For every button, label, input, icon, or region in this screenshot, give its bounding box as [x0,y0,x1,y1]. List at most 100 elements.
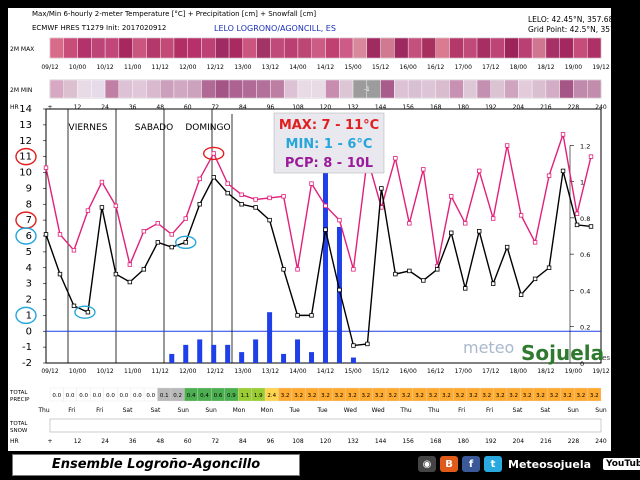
max-cell [187,37,202,59]
date-label: 16/12 [427,368,444,375]
precip-cell-value: 0.0 [133,393,142,399]
date-label: 17/00 [455,64,472,71]
max-point [504,143,510,148]
max-point [239,192,244,197]
max-point [57,232,63,237]
date-label: 17/00 [455,368,472,375]
summary-min: MIN: 1 - 6°C [286,137,373,152]
precip-cell-value: 3.2 [429,393,438,399]
min-cell [435,79,450,99]
precip-cell-value: 3.2 [415,393,424,399]
min-cell-value: -1 [364,86,370,93]
max-cell [490,37,505,59]
hr-tick: 216 [540,438,552,445]
min-cell [311,79,326,99]
min-point [490,281,496,286]
min-highlight-circle [74,305,96,319]
date-label: 18/12 [537,368,554,375]
watermark-meteo: meteo [463,338,514,357]
precip-cell-value: 2.4 [267,393,276,399]
y-left-tick: 2 [26,295,32,306]
twitter-icon[interactable]: t [484,456,502,472]
max-point [113,203,119,209]
hr-tick: 192 [485,104,497,111]
max-point [323,203,328,209]
precip-bar [267,312,273,363]
youtube-icon[interactable]: YouTube [603,458,640,470]
max-cell [228,37,244,59]
max-point [421,167,426,172]
min-cell [504,79,519,99]
instagram-icon[interactable]: ◉ [418,456,436,472]
max-cell [215,37,230,59]
min-point [253,205,258,210]
min-point [295,313,300,318]
date-label: 17/12 [482,64,499,71]
precip-cell-value: 0.0 [93,393,102,399]
y-right-tick: 0.2 [580,324,590,332]
min-point [141,267,147,272]
min-point [71,303,77,309]
date-label: 12/00 [179,368,196,375]
date-label: 13/12 [262,64,279,71]
min-cell [118,79,133,99]
min-cell [394,79,409,99]
precip-bar [295,339,301,363]
min-point [574,222,580,228]
min-point [463,286,468,291]
max-point [127,262,133,267]
day-name: Fri [68,407,75,414]
hr-tick: 180 [458,104,470,111]
precip-cell-value: 3.2 [590,393,599,399]
max-cell [573,37,588,59]
day-name: Fri [96,407,103,414]
max-point [183,216,188,221]
max-cell [421,37,436,59]
date-label: 15/12 [372,64,389,71]
min-point [393,271,398,277]
max-highlight-circle [202,146,225,161]
precip-cell-value: 0.0 [79,393,88,399]
date-label: 10/12 [96,64,113,71]
precip-cell-value: 0.2 [173,393,182,399]
min-point [449,230,454,236]
blogger-icon[interactable]: B [440,456,458,472]
hr-tick: 192 [485,438,497,445]
date-label: 16/00 [400,368,417,375]
max-point [225,181,230,186]
max-cell [91,37,106,59]
hr-tick: 132 [347,438,359,445]
date-label: 15/00 [344,368,361,375]
precip-cell-value: 0.0 [146,393,155,399]
max-cell [449,37,464,59]
precip-cell-value: 3.2 [523,393,532,399]
hr-tick: 204 [513,104,525,111]
hr-tick: 168 [430,104,442,111]
min-cell [201,79,216,99]
min-point [546,265,552,270]
y-left-tick: 13 [19,120,32,131]
min-cell [228,79,244,99]
min-cell [339,79,354,99]
min-cell [187,79,202,99]
max-cell [545,37,560,59]
day-label: SABADO [135,123,173,133]
min-cell [545,79,560,99]
max-point [449,194,454,199]
y-left-tick: 7 [26,215,32,226]
max-point [281,194,286,199]
precip-cell-value: 0.0 [66,393,75,399]
y-left-tick: 4 [26,263,32,274]
hr-tick: 228 [568,438,580,445]
max-point [546,173,552,178]
min-point [532,276,538,282]
hr-tick: 144 [375,104,387,111]
max-cell [104,37,120,59]
min-point [267,217,272,223]
day-name: Fri [458,407,465,414]
hr-label: HR [10,438,19,445]
max-cell [463,37,478,59]
facebook-icon[interactable]: f [462,456,480,472]
max-point [197,176,202,182]
row-label-min: 2M MIN [10,87,32,94]
